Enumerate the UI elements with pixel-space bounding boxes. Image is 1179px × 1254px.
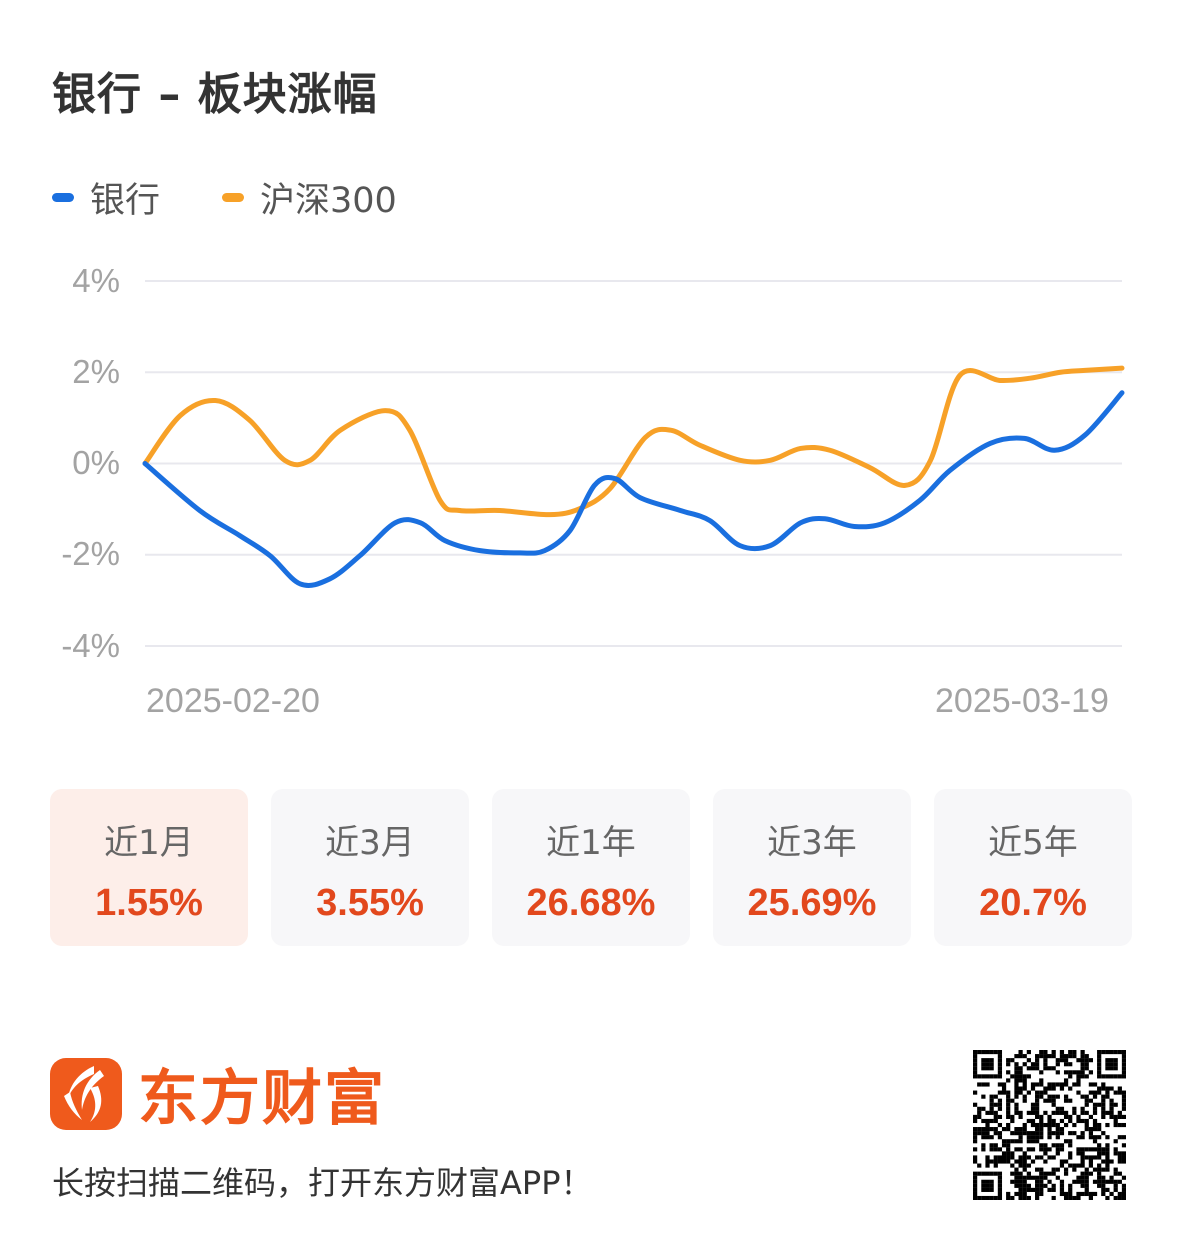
- x-tick-label-start: 2025-02-20: [146, 682, 320, 720]
- legend-swatch-icon: [222, 193, 245, 202]
- period-label: 近1年: [546, 823, 636, 863]
- period-tab-3m[interactable]: 近3月 3.55%: [271, 789, 469, 946]
- legend-item-hs300[interactable]: 沪深300: [222, 172, 397, 223]
- qr-code-icon[interactable]: [973, 1050, 1127, 1201]
- y-tick-label: -2%: [61, 535, 120, 572]
- period-label: 近5年: [988, 823, 1078, 863]
- chart-legend: 银行 沪深300: [52, 172, 459, 223]
- period-value: 3.55%: [316, 882, 424, 924]
- period-value: 25.69%: [747, 882, 877, 924]
- y-tick-label: 0%: [72, 444, 120, 481]
- x-tick-label-end: 2025-03-19: [935, 682, 1109, 720]
- download-prompt: 长按扫描二维码，打开东方财富APP！: [52, 1164, 593, 1202]
- y-tick-label: -4%: [61, 627, 120, 664]
- period-label: 近3年: [767, 823, 857, 863]
- period-label: 近1月: [104, 823, 194, 863]
- chart-plot-area: [142, 280, 1125, 647]
- legend-item-bank[interactable]: 银行: [52, 172, 160, 223]
- page-title: 银行 – 板块涨幅: [52, 69, 378, 120]
- line-chart[interactable]: 4% 2% 0% -2% -4% 2025-02-20 2025-03-19: [0, 250, 1179, 730]
- period-value: 26.68%: [526, 882, 656, 924]
- legend-swatch-icon: [52, 193, 74, 202]
- brand-mark-icon: [50, 1057, 122, 1130]
- legend-label: 银行: [90, 181, 161, 221]
- period-tab-5y[interactable]: 近5年 20.7%: [934, 789, 1132, 946]
- y-tick-label: 2%: [72, 353, 120, 390]
- y-tick-label: 4%: [72, 262, 120, 299]
- period-tab-1y[interactable]: 近1年 26.68%: [492, 789, 690, 946]
- brand-logo: 东方财富: [50, 1050, 386, 1137]
- period-tab-3y[interactable]: 近3年 25.69%: [713, 789, 911, 946]
- series-line-bank: [142, 390, 1125, 588]
- period-value: 20.7%: [979, 882, 1087, 924]
- series-line-hs300: [142, 365, 1125, 518]
- period-value: 1.55%: [95, 882, 203, 924]
- period-tabs: 近1月 1.55% 近3月 3.55% 近1年 26.68% 近3年 25.69…: [50, 789, 1132, 946]
- period-label: 近3月: [325, 823, 415, 863]
- brand-name: 东方财富: [138, 1064, 386, 1134]
- period-tab-1m[interactable]: 近1月 1.55%: [50, 789, 248, 946]
- legend-label: 沪深300: [260, 181, 397, 221]
